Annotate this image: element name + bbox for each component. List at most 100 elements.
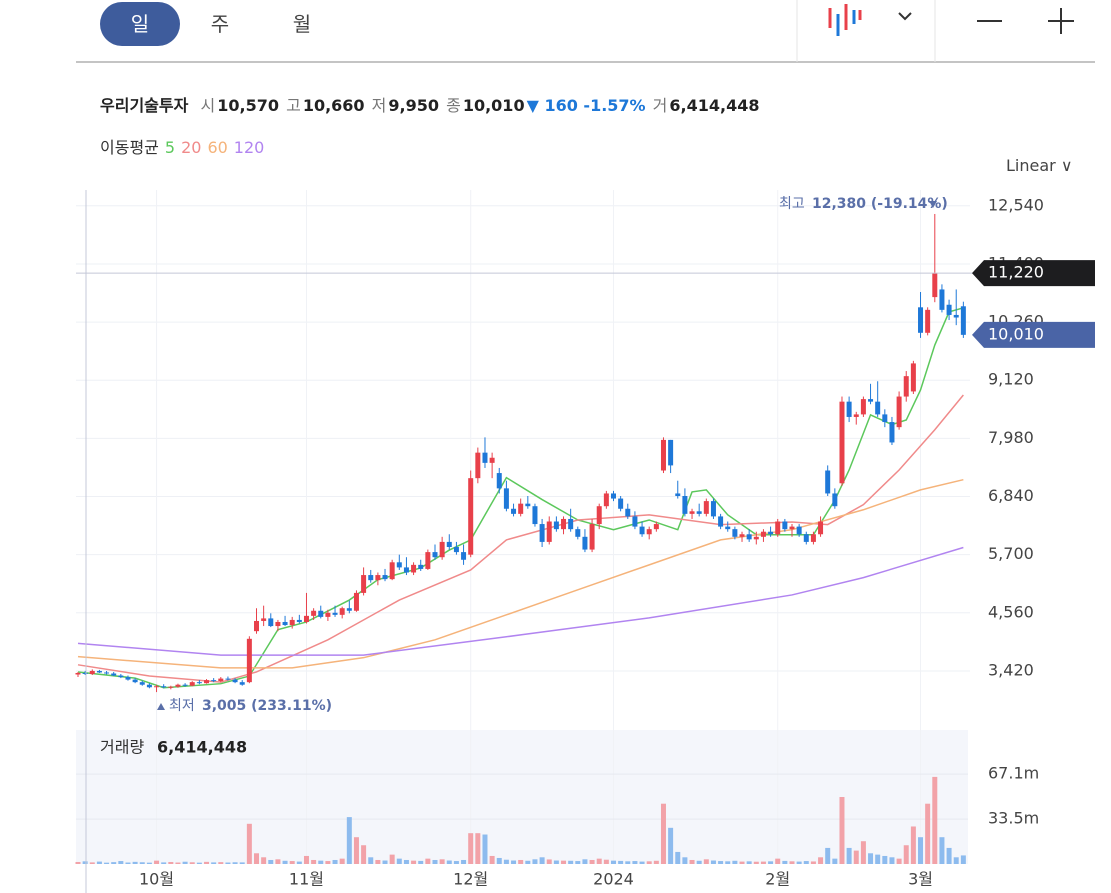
volume-bar <box>618 860 624 864</box>
volume-bar <box>575 861 581 864</box>
candle-body <box>189 682 195 686</box>
volume-bar <box>132 861 138 864</box>
volume-bar <box>225 862 231 864</box>
legend-entry[interactable]: 20 <box>181 138 202 157</box>
volume-bar <box>553 860 559 864</box>
last-price-label: 10,010 <box>988 324 1044 343</box>
volume-bar <box>646 861 652 864</box>
volume-bar <box>461 859 467 864</box>
candle-body <box>204 680 210 684</box>
volume-bar <box>946 847 952 864</box>
ma-legend: 이동평균 5 20 60 120 <box>100 134 264 158</box>
scale-select[interactable]: Linear ∨ <box>1006 156 1073 175</box>
candle-body <box>803 534 809 542</box>
candle-body <box>296 619 302 622</box>
volume-bar <box>703 859 709 864</box>
volume-bar <box>82 861 88 864</box>
candle-body <box>261 618 267 621</box>
high-arrow <box>929 201 937 208</box>
candle-body <box>232 679 238 683</box>
candle-body <box>839 401 845 484</box>
volume-bar <box>118 861 124 864</box>
legend-entry[interactable]: 60 <box>207 138 228 157</box>
candle-body <box>489 457 495 463</box>
volume-bar <box>561 860 567 864</box>
candle-body <box>218 678 224 682</box>
volume-bar <box>603 859 609 864</box>
candle-body <box>546 521 552 542</box>
volume-bar <box>139 862 145 864</box>
candle-body <box>939 289 945 310</box>
volume-bar <box>611 860 616 864</box>
volume-bar <box>682 857 688 864</box>
x-tick-label: 3월 <box>908 870 933 889</box>
label: 종 <box>446 96 461 115</box>
candle-body <box>154 686 160 688</box>
candle-body <box>625 508 631 517</box>
volume-bar <box>668 827 674 864</box>
ma-label: 이동평균 <box>100 138 159 157</box>
candle-body <box>525 503 531 507</box>
volume-bar <box>939 837 945 864</box>
candle-body <box>668 439 674 466</box>
legend-entry[interactable]: 5 <box>164 138 176 157</box>
volume-bar <box>746 861 752 864</box>
candle-body <box>89 670 95 674</box>
y-tick-label: 9,120 <box>988 370 1034 389</box>
volume-bar <box>532 859 538 864</box>
volume-bar <box>432 859 438 864</box>
candle-body <box>782 521 788 530</box>
x-tick-label: 11월 <box>289 870 324 889</box>
legend-entry[interactable]: 120 <box>233 138 265 157</box>
volume-bar <box>254 853 259 864</box>
candle-body <box>282 621 288 626</box>
volume-bar <box>653 860 659 864</box>
volume-bar <box>282 860 288 864</box>
tab[interactable]: 월 <box>292 12 312 36</box>
ma-line <box>77 478 964 669</box>
candle-body <box>896 396 902 428</box>
candle-body <box>246 638 252 683</box>
candle-body <box>589 524 595 550</box>
volume-bar <box>596 858 602 864</box>
volume-bar <box>889 857 895 864</box>
volume-bar <box>796 861 802 864</box>
volume-bar <box>832 858 838 864</box>
volume-bar <box>918 837 924 864</box>
candle-body <box>161 686 167 688</box>
candle-body <box>868 399 874 402</box>
low-arrow <box>157 703 165 710</box>
volume-bar <box>853 850 859 864</box>
candle-body <box>303 615 309 622</box>
volume-bar <box>446 860 452 864</box>
volume-bar <box>418 860 424 864</box>
candle-body <box>346 608 352 611</box>
volume-bar <box>246 823 252 864</box>
tab[interactable]: 주 <box>210 12 230 36</box>
candle-body <box>575 529 581 537</box>
candle-body <box>396 562 402 568</box>
candle-body <box>875 401 881 415</box>
volume-bar <box>104 862 110 864</box>
candle-body <box>411 564 417 573</box>
volume-bar <box>261 857 267 864</box>
volume-bar <box>910 826 916 864</box>
crosshair-badge <box>972 260 1095 287</box>
volume-bar <box>732 860 738 864</box>
volume-bar <box>953 857 959 864</box>
volume-bar <box>475 833 481 864</box>
tab[interactable]: 일 <box>100 2 180 46</box>
volume-bar <box>382 860 388 864</box>
volume-bar <box>932 776 938 864</box>
volume-bar <box>182 861 188 864</box>
candle-body <box>853 414 859 417</box>
candle-body <box>846 401 852 417</box>
volume-bar <box>168 861 174 864</box>
volume-bar <box>760 861 766 864</box>
zoom-in[interactable] <box>1048 8 1074 34</box>
chart-type-icon[interactable] <box>828 4 862 36</box>
volume-bar <box>332 859 338 864</box>
y-tick-label: 3,420 <box>988 660 1034 679</box>
dropdown[interactable] <box>898 12 912 21</box>
volume-bar <box>211 862 217 864</box>
